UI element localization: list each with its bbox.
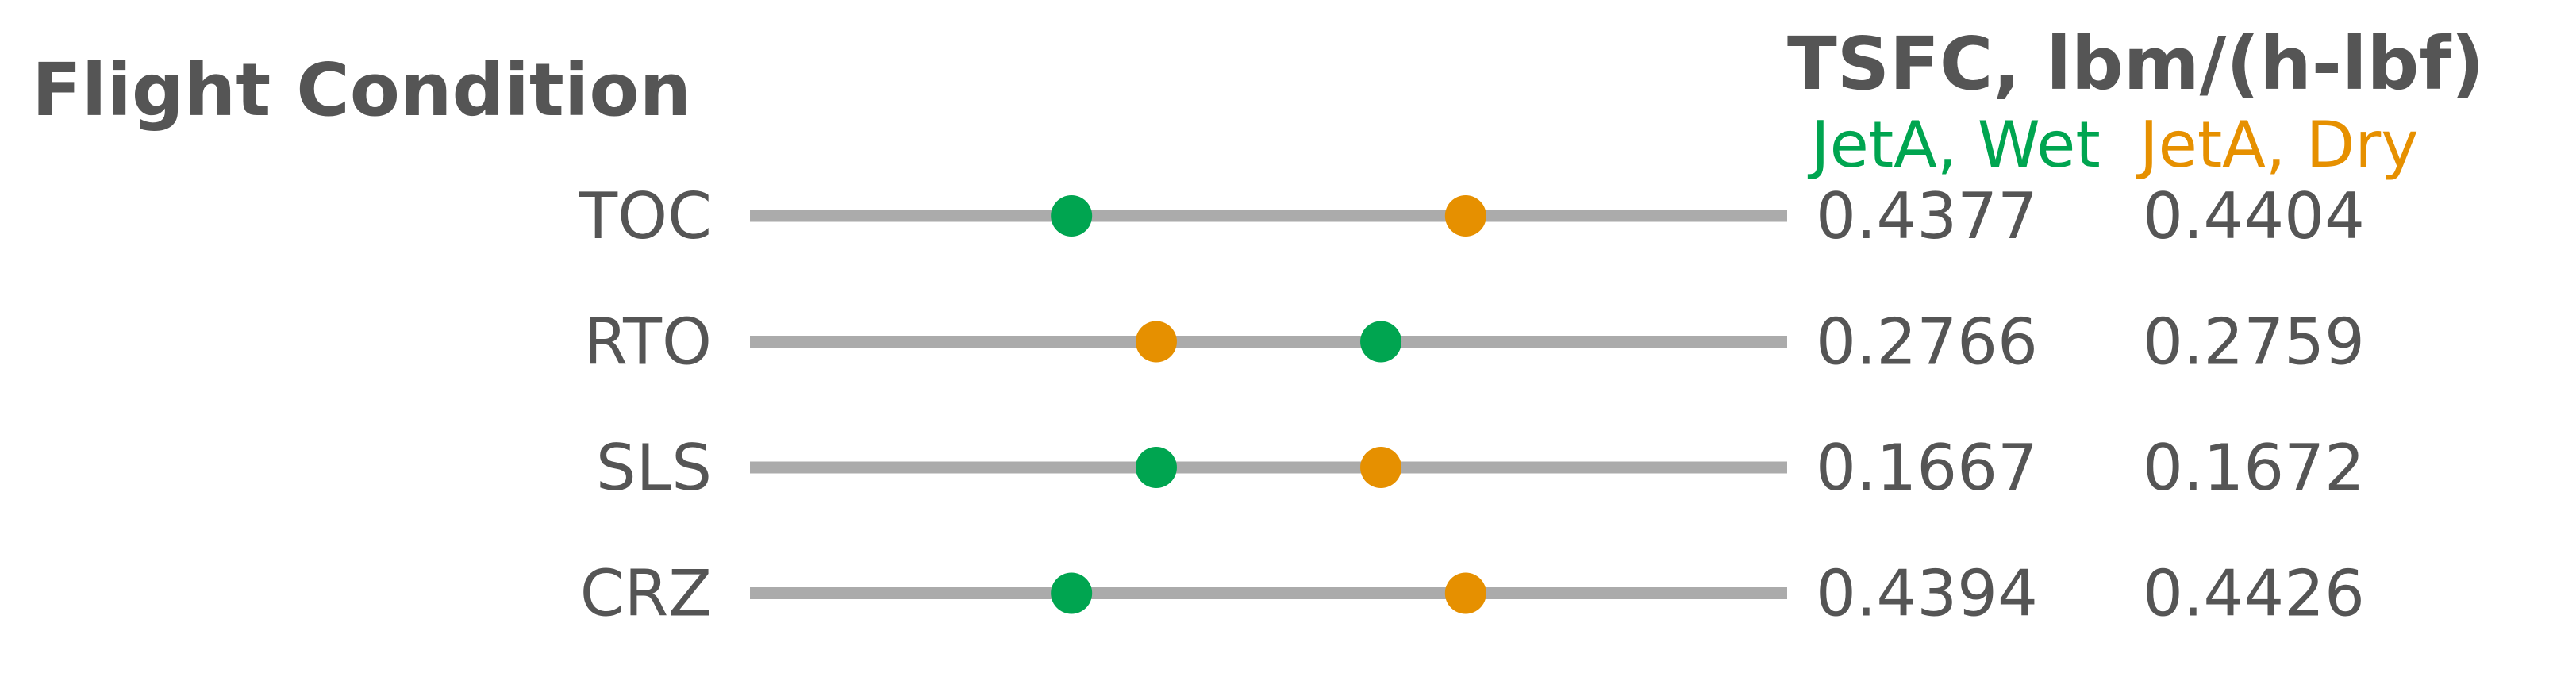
- value-label-dry-toc: 0.4404: [2143, 179, 2365, 253]
- dot-wet-crz: [1051, 572, 1093, 614]
- right-header: TSFC, lbm/(h-lbf): [1787, 21, 2484, 106]
- dot-wet-sls: [1135, 447, 1177, 488]
- category-label-toc: TOC: [578, 179, 712, 253]
- value-label-dry-rto: 0.2759: [2143, 306, 2365, 379]
- dot-dry-crz: [1444, 572, 1486, 614]
- value-label-dry-crz: 0.4426: [2143, 557, 2365, 631]
- category-label-sls: SLS: [596, 431, 712, 505]
- left-header: Flight Condition: [32, 48, 691, 133]
- value-label-wet-toc: 0.4377: [1816, 179, 2038, 253]
- rows: TOC 0.4377 0.4404 RTO 0.2766 0.2759 SLS 0.1667 0…: [578, 179, 2365, 631]
- category-label-rto: RTO: [583, 306, 712, 379]
- legend-wet: JetA, Wet: [1807, 108, 2101, 182]
- dot-dry-rto: [1135, 321, 1177, 363]
- dot-wet-toc: [1051, 195, 1093, 237]
- value-label-dry-sls: 0.1672: [2143, 431, 2365, 505]
- value-label-wet-rto: 0.2766: [1816, 306, 2038, 379]
- dot-wet-rto: [1360, 321, 1402, 363]
- dot-dry-sls: [1360, 447, 1402, 488]
- dot-dry-toc: [1444, 195, 1486, 237]
- value-label-wet-sls: 0.1667: [1816, 431, 2038, 505]
- category-label-crz: CRZ: [580, 557, 712, 631]
- legend-dry: JetA, Dry: [2136, 108, 2419, 182]
- value-label-wet-crz: 0.4394: [1816, 557, 2038, 631]
